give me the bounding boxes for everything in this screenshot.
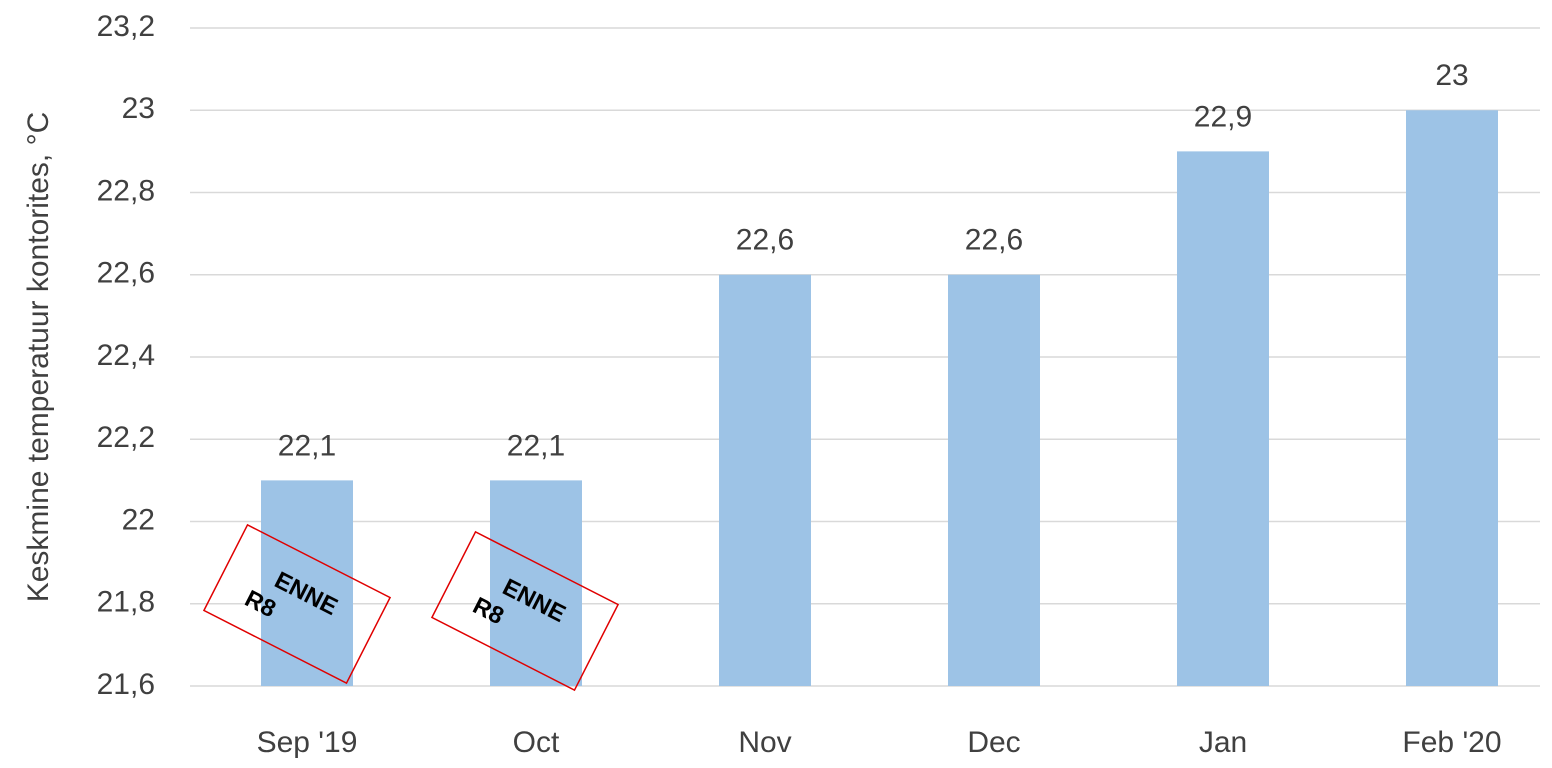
value-label: 22,6 (736, 224, 794, 257)
value-label: 23 (1435, 59, 1468, 92)
bar (719, 274, 811, 686)
y-tick-label: 22,4 (97, 339, 155, 372)
value-label: 22,1 (278, 429, 336, 462)
y-tick-label: 22,8 (97, 174, 155, 207)
value-label: 22,9 (1194, 100, 1252, 133)
x-tick-label: Nov (738, 726, 791, 759)
y-axis-label: Keskmine temperatuur kontorites, °C (22, 112, 55, 603)
x-tick-label: Sep '19 (257, 726, 358, 759)
y-tick-label: 21,6 (97, 668, 155, 701)
value-label: 22,6 (965, 224, 1023, 257)
y-tick-label: 22,2 (97, 421, 155, 454)
annotation-box (202, 523, 392, 685)
x-tick-label: Oct (513, 726, 560, 759)
y-tick-label: 23 (122, 92, 155, 125)
bar (948, 274, 1040, 686)
x-tick-label: Feb '20 (1402, 726, 1501, 759)
annotation-box (430, 530, 620, 692)
x-tick-label: Dec (967, 726, 1020, 759)
bar (1406, 110, 1498, 686)
y-tick-label: 23,2 (97, 10, 155, 43)
y-tick-label: 22,6 (97, 257, 155, 290)
x-tick-label: Jan (1199, 726, 1247, 759)
bar (490, 480, 582, 686)
value-label: 22,1 (507, 429, 565, 462)
y-tick-label: 21,8 (97, 586, 155, 619)
y-tick-label: 22 (122, 503, 155, 536)
bar (261, 480, 353, 686)
bar (1177, 151, 1269, 686)
